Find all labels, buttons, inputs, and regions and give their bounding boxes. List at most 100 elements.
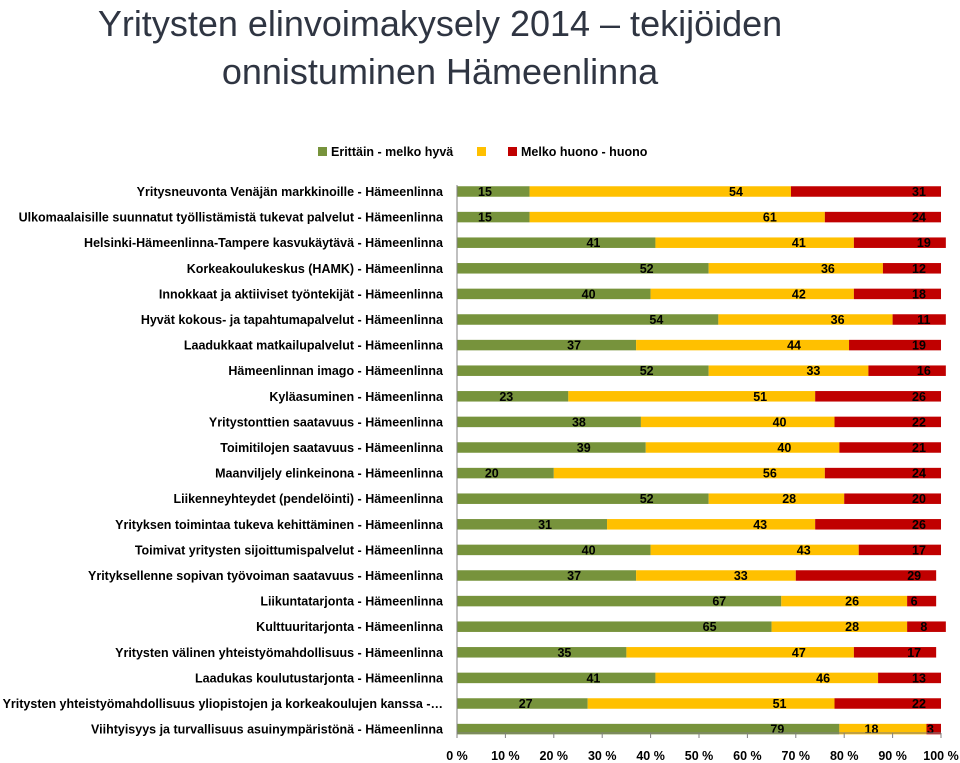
data-label: 23	[499, 390, 513, 404]
category-label: Toimivat yritysten sijoittumispalvelut -…	[135, 543, 444, 557]
category-label: Helsinki-Hämeenlinna-Tampere kasvukäytäv…	[84, 236, 444, 250]
data-label: 28	[845, 620, 859, 634]
bar-segment	[640, 416, 835, 428]
bar-segment	[457, 365, 709, 376]
x-tick-label: 40 %	[636, 749, 665, 763]
data-label: 24	[912, 211, 926, 225]
data-label: 39	[577, 441, 591, 455]
bar-segment	[457, 416, 641, 428]
bar-segment	[457, 237, 656, 248]
bar-segment	[457, 211, 530, 223]
data-label: 67	[712, 595, 726, 609]
data-label: 19	[912, 339, 926, 353]
bar-segment	[853, 288, 941, 300]
data-label: 43	[753, 518, 767, 532]
bar-segment	[650, 288, 854, 300]
category-label: Korkeakoulukeskus (HAMK) - Hämeenlinna	[187, 262, 444, 276]
bar-segment	[457, 442, 646, 453]
bar-segment	[553, 467, 825, 479]
bar-segment	[853, 647, 937, 658]
data-label: 38	[572, 415, 586, 429]
data-label: 17	[907, 646, 921, 660]
bar-segment	[708, 263, 883, 274]
data-label: 41	[586, 671, 600, 685]
category-label: Hyvät kokous- ja tapahtumapalvelut - Häm…	[141, 313, 444, 327]
bar-segment	[844, 493, 941, 504]
legend-swatch-2	[477, 147, 486, 156]
bar-segment	[795, 570, 937, 581]
category-label: Yritystonttien saatavuus - Hämeenlinna	[209, 415, 444, 429]
x-tick-label: 10 %	[491, 749, 520, 763]
category-label: Laadukas koulutustarjonta - Hämeenlinna	[195, 671, 444, 685]
data-label: 26	[912, 390, 926, 404]
data-label: 33	[734, 569, 748, 583]
data-label: 51	[773, 697, 787, 711]
bar-segment	[457, 595, 782, 607]
bar-segment	[626, 647, 854, 658]
data-label: 65	[703, 620, 717, 634]
legend-label-3: Melko huono - huono	[521, 145, 648, 159]
bar-segment	[907, 595, 937, 607]
data-label: 6	[911, 595, 918, 609]
data-label: 40	[777, 441, 791, 455]
data-label: 54	[729, 185, 743, 199]
data-label: 11	[917, 313, 930, 327]
data-label: 40	[582, 543, 596, 557]
bar-segment	[457, 519, 608, 530]
bar-segment	[529, 211, 825, 223]
bar-segment	[457, 186, 530, 197]
title-line-2: onnistuminen Hämeenlinna	[221, 51, 659, 92]
bar-segment	[839, 442, 941, 453]
x-tick-label: 20 %	[540, 749, 569, 763]
legend-swatch-3	[508, 147, 517, 156]
data-label: 26	[912, 518, 926, 532]
data-label: 18	[865, 723, 879, 737]
data-label: 26	[845, 595, 859, 609]
x-tick-label: 100 %	[923, 749, 958, 763]
data-label: 52	[640, 492, 654, 506]
category-label: Hämeenlinnan imago - Hämeenlinna	[228, 364, 444, 378]
category-label: Yritysneuvonta Venäjän markkinoille - Hä…	[137, 185, 444, 199]
data-label: 15	[478, 211, 492, 225]
data-label: 41	[792, 236, 806, 250]
bar-segment	[457, 672, 656, 684]
data-label: 3	[927, 723, 934, 737]
bar-segment	[457, 263, 709, 274]
bar-segment	[839, 723, 927, 735]
bar-segment	[655, 237, 854, 248]
data-label: 43	[797, 543, 811, 557]
bar-segment	[529, 186, 791, 197]
category-label: Toimitilojen saatavuus - Hämeenlinna	[220, 441, 444, 455]
data-label: 47	[792, 646, 806, 660]
bar-segment	[868, 365, 946, 376]
data-label: 46	[816, 671, 830, 685]
bar-segment	[645, 442, 840, 453]
data-label: 29	[907, 569, 921, 583]
x-tick-label: 90 %	[878, 749, 907, 763]
bar-segment	[568, 391, 816, 402]
bar-segment	[849, 339, 941, 351]
bar-segment	[926, 723, 941, 735]
x-tick-label: 0 %	[446, 749, 468, 763]
x-tick-label: 80 %	[830, 749, 859, 763]
bar-segment	[708, 365, 869, 376]
data-label: 36	[831, 313, 845, 327]
bar-segment	[457, 698, 588, 709]
category-label: Laadukkaat matkailupalvelut - Hämeenlinn…	[184, 339, 444, 353]
bar-segment	[457, 467, 554, 479]
category-label: Yritysten yhteistyömahdollisuus yliopist…	[3, 697, 443, 711]
category-label: Innokkaat ja aktiiviset työntekijät - Hä…	[159, 287, 444, 301]
data-label: 15	[478, 185, 492, 199]
data-label: 33	[806, 364, 820, 378]
data-label: 52	[640, 364, 654, 378]
data-label: 18	[912, 287, 926, 301]
category-label: Ulkomaalaisille suunnatut työllistämistä…	[19, 211, 444, 225]
bar-segment	[636, 339, 850, 351]
bar-segment	[907, 621, 946, 632]
bar-segment	[587, 698, 835, 709]
bar-segment	[655, 672, 879, 684]
bar-segment	[607, 519, 816, 530]
category-label: Maanviljely elinkeinona - Hämeenlinna	[215, 467, 444, 481]
data-label: 27	[519, 697, 533, 711]
bar-segment	[718, 314, 893, 325]
